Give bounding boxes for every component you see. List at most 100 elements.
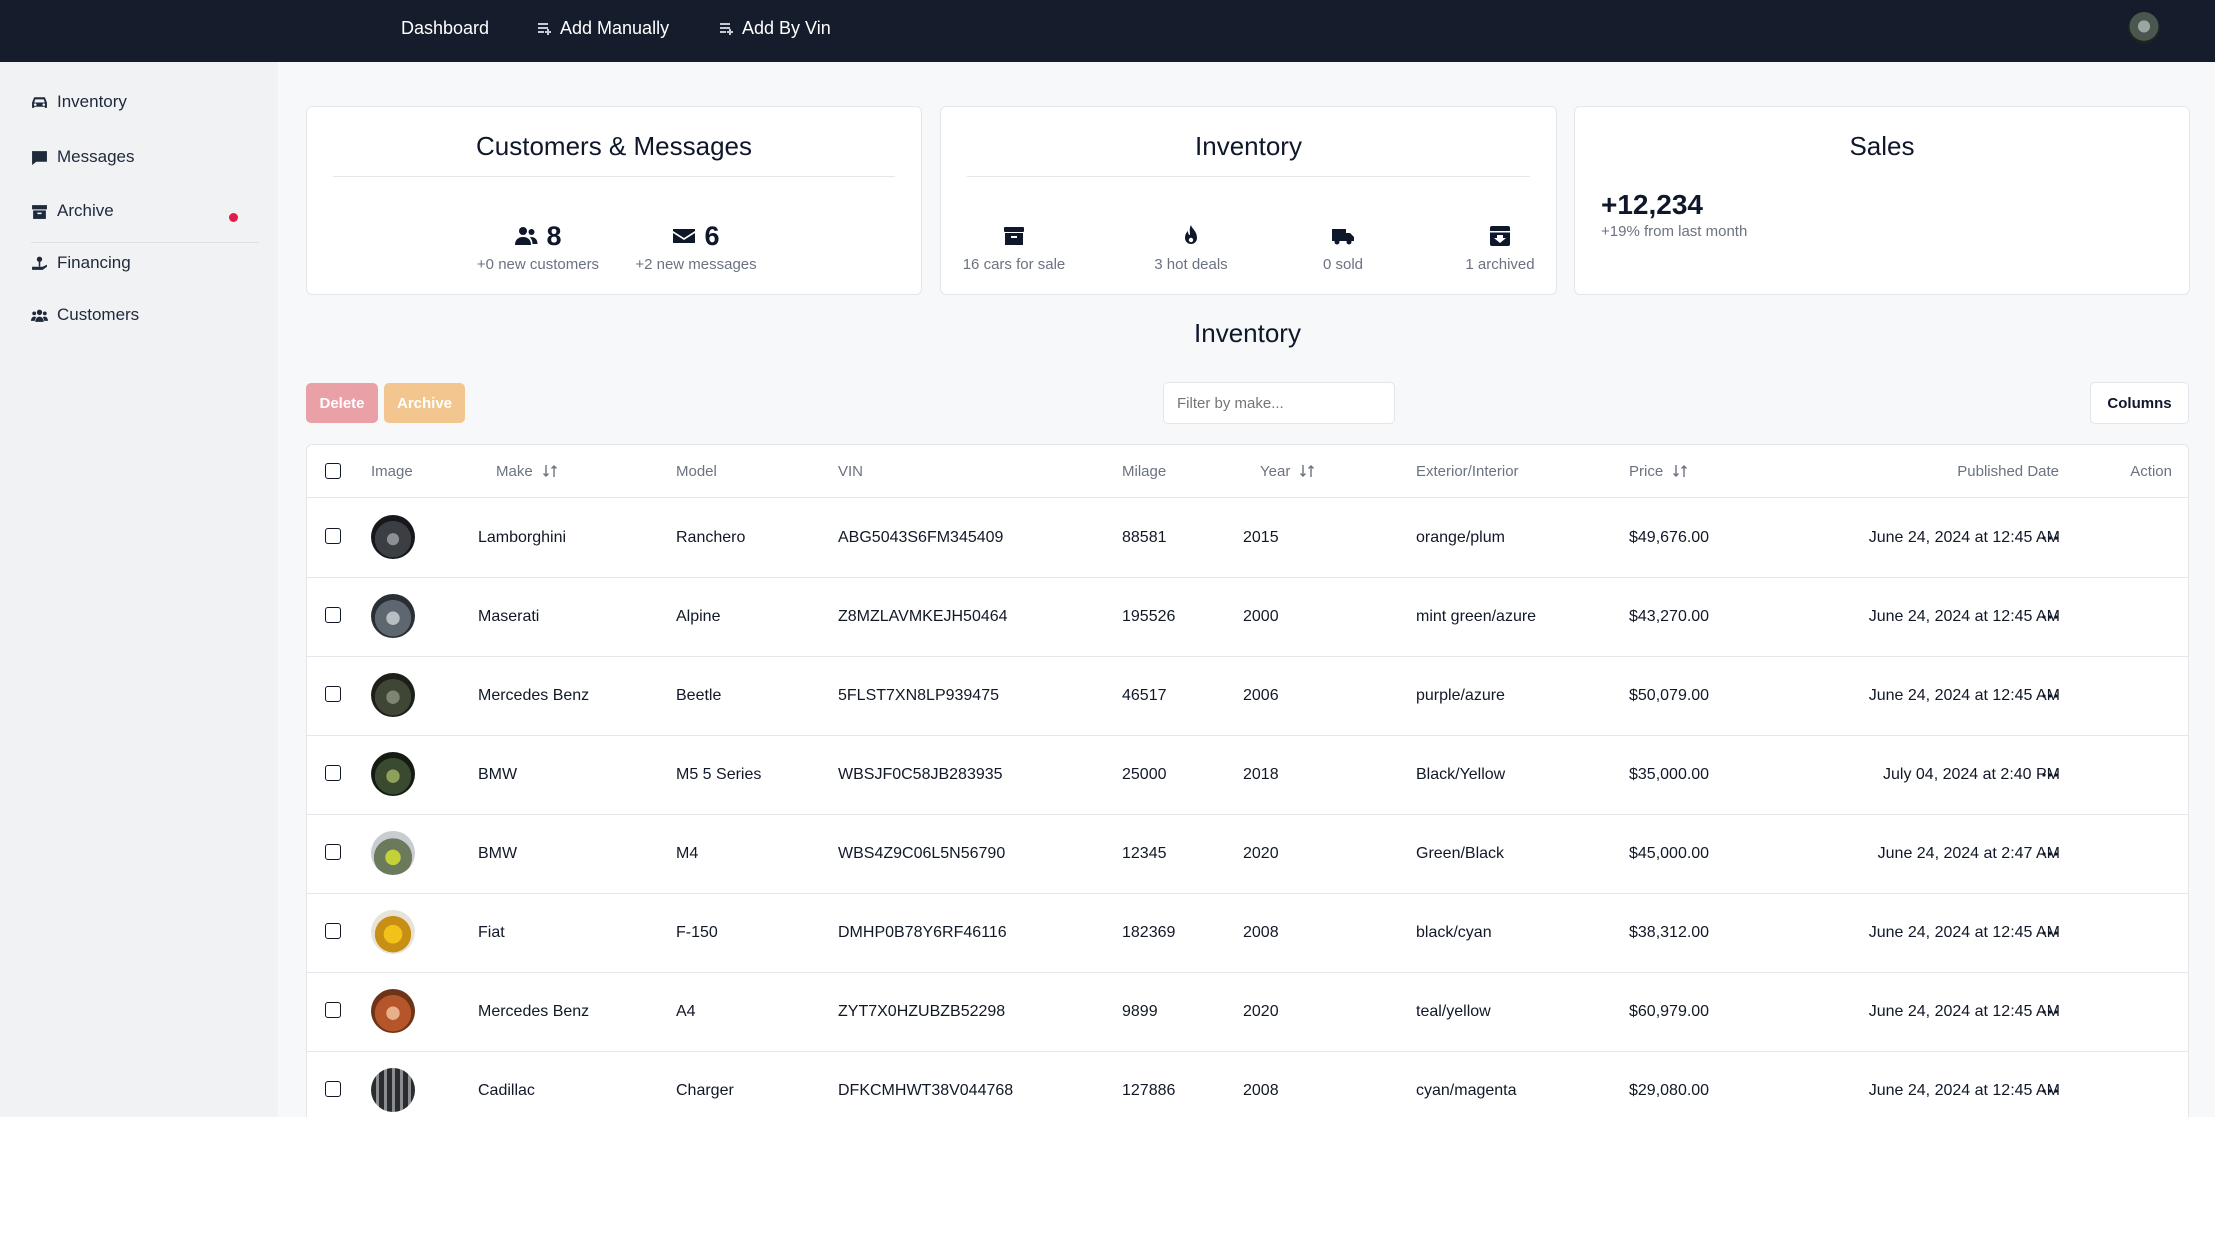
row-actions-button[interactable] bbox=[2042, 498, 2058, 577]
row-checkbox[interactable] bbox=[325, 528, 341, 544]
archived-caption: 1 archived bbox=[1465, 256, 1535, 273]
table-header: Image Make Model VIN Milage Year Exterio… bbox=[307, 445, 2188, 498]
cell-year: 2020 bbox=[1243, 844, 1279, 862]
row-checkbox[interactable] bbox=[325, 686, 341, 702]
cell-exterior-interior: Black/Yellow bbox=[1416, 765, 1506, 783]
archive-button[interactable]: Archive bbox=[384, 383, 465, 423]
cell-milage: 9899 bbox=[1122, 1002, 1158, 1020]
cell-vin: WBSJF0C58JB283935 bbox=[838, 765, 1003, 783]
cell-price: $35,000.00 bbox=[1629, 765, 1710, 783]
table-row[interactable]: Lamborghini Ranchero ABG5043S6FM345409 8… bbox=[307, 498, 2188, 578]
row-checkbox[interactable] bbox=[325, 765, 341, 781]
row-checkbox[interactable] bbox=[325, 923, 341, 939]
sort-icon bbox=[1300, 465, 1315, 477]
users-icon bbox=[515, 227, 538, 245]
cell-vin: 5FLST7XN8LP939475 bbox=[838, 686, 999, 704]
cell-price: $45,000.00 bbox=[1629, 844, 1710, 862]
sidebar-item-financing[interactable]: Financing bbox=[31, 253, 131, 273]
header-image: Image bbox=[371, 462, 413, 480]
header-year[interactable]: Year bbox=[1260, 445, 1315, 497]
cell-published-date: June 24, 2024 at 12:45 AM bbox=[1868, 528, 2060, 546]
sidebar-item-customers[interactable]: Customers bbox=[31, 305, 139, 325]
archived-stat: 1 archived bbox=[1450, 219, 1550, 273]
table-row[interactable]: Fiat F-150 DMHP0B78Y6RF46116 182369 2008… bbox=[307, 893, 2188, 973]
sidebar-item-archive[interactable]: Archive bbox=[31, 201, 114, 221]
archive-box-icon bbox=[1490, 226, 1510, 246]
delete-button[interactable]: Delete bbox=[306, 383, 378, 423]
columns-button[interactable]: Columns bbox=[2090, 382, 2189, 424]
cell-model: Alpine bbox=[676, 607, 721, 625]
table-row[interactable]: Mercedes Benz Beetle 5FLST7XN8LP939475 4… bbox=[307, 656, 2188, 736]
cell-model: M4 bbox=[676, 844, 699, 862]
cell-exterior-interior: mint green/azure bbox=[1416, 607, 1537, 625]
ellipsis-icon bbox=[2042, 1088, 2058, 1093]
nav-dashboard[interactable]: Dashboard bbox=[401, 0, 489, 56]
sales-card: Sales +12,234 +19% from last month bbox=[1574, 106, 2190, 295]
sidebar-item-label: Customers bbox=[57, 305, 140, 324]
box-icon bbox=[1004, 227, 1024, 245]
cell-published-date: June 24, 2024 at 12:45 AM bbox=[1868, 607, 2060, 625]
ellipsis-icon bbox=[2042, 693, 2058, 698]
fire-icon bbox=[1185, 225, 1197, 244]
car-thumbnail bbox=[371, 515, 415, 559]
header-model: Model bbox=[676, 462, 717, 480]
row-checkbox[interactable] bbox=[325, 844, 341, 860]
car-thumbnail bbox=[371, 594, 415, 638]
sidebar-item-label: Messages bbox=[57, 147, 135, 166]
messages-stat: 6 +2 new messages bbox=[626, 219, 766, 274]
cell-make: BMW bbox=[478, 844, 518, 862]
sidebar-divider bbox=[31, 242, 259, 243]
cell-model: A4 bbox=[676, 1002, 696, 1020]
cell-published-date: July 04, 2024 at 2:40 PM bbox=[1883, 765, 2060, 783]
nav-add-by-vin[interactable]: Add By Vin bbox=[719, 0, 831, 56]
row-actions-button[interactable] bbox=[2042, 893, 2058, 972]
row-actions-button[interactable] bbox=[2042, 656, 2058, 735]
table-row[interactable]: BMW M5 5 Series WBSJF0C58JB283935 25000 … bbox=[307, 735, 2188, 815]
row-actions-button[interactable] bbox=[2042, 577, 2058, 656]
messages-caption: +2 new messages bbox=[635, 256, 757, 273]
row-checkbox[interactable] bbox=[325, 607, 341, 623]
header-price[interactable]: Price bbox=[1629, 445, 1688, 497]
cell-exterior-interior: purple/azure bbox=[1416, 686, 1505, 704]
cell-make: BMW bbox=[478, 765, 518, 783]
filter-by-make-input[interactable] bbox=[1163, 382, 1395, 424]
sidebar-item-inventory[interactable]: Inventory bbox=[31, 92, 127, 112]
car-thumbnail bbox=[371, 673, 415, 717]
hot-deals-stat: 3 hot deals bbox=[1141, 219, 1241, 273]
cell-make: Mercedes Benz bbox=[478, 1002, 590, 1020]
car-thumbnail bbox=[371, 910, 415, 954]
message-icon bbox=[32, 150, 47, 165]
row-checkbox[interactable] bbox=[325, 1081, 341, 1097]
row-actions-button[interactable] bbox=[2042, 1051, 2058, 1117]
messages-count: 6 bbox=[704, 220, 720, 251]
cell-year: 2020 bbox=[1243, 1002, 1279, 1020]
cell-exterior-interior: black/cyan bbox=[1416, 923, 1492, 941]
sort-icon bbox=[1673, 465, 1688, 477]
select-all-checkbox[interactable] bbox=[325, 463, 341, 479]
row-checkbox[interactable] bbox=[325, 1002, 341, 1018]
row-actions-button[interactable] bbox=[2042, 972, 2058, 1051]
header-make[interactable]: Make bbox=[496, 445, 558, 497]
cell-price: $50,079.00 bbox=[1629, 686, 1710, 704]
user-avatar[interactable] bbox=[2128, 12, 2160, 44]
cell-exterior-interior: cyan/magenta bbox=[1416, 1081, 1517, 1099]
list-add-icon bbox=[720, 23, 733, 35]
sidebar-item-messages[interactable]: Messages bbox=[31, 147, 134, 167]
table-row[interactable]: BMW M4 WBS4Z9C06L5N56790 12345 2020 Gree… bbox=[307, 814, 2188, 894]
cell-price: $60,979.00 bbox=[1629, 1002, 1710, 1020]
ellipsis-icon bbox=[2042, 535, 2058, 540]
car-thumbnail bbox=[371, 1068, 415, 1112]
header-published-date: Published Date bbox=[1957, 462, 2059, 480]
header-exterior-interior: Exterior/Interior bbox=[1416, 462, 1519, 480]
table-row[interactable]: Cadillac Charger DFKCMHWT38V044768 12788… bbox=[307, 1051, 2188, 1117]
row-actions-button[interactable] bbox=[2042, 814, 2058, 893]
nav-add-manually[interactable]: Add Manually bbox=[537, 0, 669, 56]
sidebar: Inventory Messages Archive Financing Cus… bbox=[0, 62, 278, 1117]
table-row[interactable]: Maserati Alpine Z8MZLAVMKEJH50464 195526… bbox=[307, 577, 2188, 657]
customers-messages-card: Customers & Messages 8 +0 new customers … bbox=[306, 106, 922, 295]
cell-year: 2000 bbox=[1243, 607, 1279, 625]
for-sale-stat: 16 cars for sale bbox=[949, 219, 1079, 273]
table-row[interactable]: Mercedes Benz A4 ZYT7X0HZUBZB52298 9899 … bbox=[307, 972, 2188, 1052]
row-actions-button[interactable] bbox=[2042, 735, 2058, 814]
cell-model: M5 5 Series bbox=[676, 765, 762, 783]
